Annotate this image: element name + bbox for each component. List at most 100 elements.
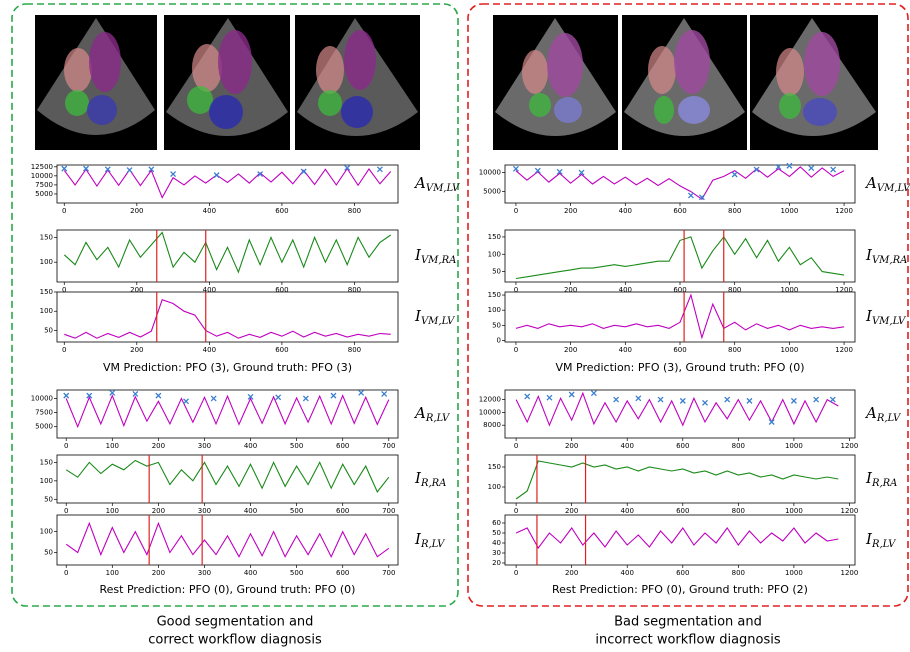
x-tick-label: 500 (290, 507, 303, 515)
x-tick-label: 600 (336, 442, 349, 450)
label-sub: VM,RA (421, 255, 456, 266)
prediction: Rest Prediction: PFO (0), Ground truth: … (100, 583, 356, 596)
x-tick-label: 1000 (785, 569, 803, 577)
x-tick-label: 800 (732, 569, 745, 577)
x-tick-label: 700 (382, 507, 395, 515)
peak-marker (86, 392, 93, 399)
series-label: IVM,LV (414, 307, 456, 327)
x-tick-label: 700 (382, 442, 395, 450)
plot-frame (56, 164, 399, 204)
y-tick-label: 100 (40, 528, 53, 536)
chart: 8000 10000 12000 0 200 400 600 800 1000 1200 AR,LV (479, 389, 902, 450)
label-main: A (864, 174, 877, 192)
panel-caption: Good segmentation and (157, 615, 314, 630)
x-tick-label: 1000 (780, 346, 798, 354)
y-tick-label: 150 (40, 233, 53, 241)
x-tick-label: 800 (348, 346, 361, 354)
x-tick-label: 600 (676, 569, 689, 577)
plot-frame (56, 514, 399, 566)
x-tick-label: 400 (619, 286, 632, 294)
label-sub: R,LV (876, 413, 902, 424)
peak-marker (546, 394, 553, 401)
peak-marker (808, 165, 815, 171)
x-tick-label: 600 (336, 569, 349, 577)
x-tick-label: 0 (64, 507, 68, 515)
peak-marker (148, 166, 155, 173)
chart: 50 100 150 0 200 400 600 800 IVM,LV (40, 288, 456, 354)
x-tick-label: 600 (336, 507, 349, 515)
y-tick-label: 150 (40, 458, 53, 466)
x-tick-label: 600 (673, 346, 686, 354)
y-tick-label: 150 (40, 288, 53, 296)
peak-marker (104, 166, 111, 173)
y-tick-label: 50 (44, 326, 53, 334)
y-tick-label: 10000 (31, 394, 53, 402)
signal-line (64, 298, 391, 339)
chart: 50 100 0 100 200 300 400 500 600 700 IR,LV (40, 514, 446, 577)
peak-marker (213, 172, 220, 179)
label-sub: R,LV (425, 413, 451, 424)
label-main: I (414, 530, 422, 548)
peak-marker (775, 163, 782, 170)
series-label: AR,LV (864, 404, 902, 424)
peak-marker (746, 397, 753, 404)
x-tick-label: 100 (106, 569, 119, 577)
series-label: IVM,RA (865, 246, 907, 266)
y-tick-label: 10000 (479, 169, 501, 177)
x-tick-label: 1200 (841, 442, 859, 450)
y-tick-label: 0 (497, 336, 501, 344)
panel-border (467, 3, 909, 607)
x-tick-label: 200 (564, 346, 577, 354)
x-tick-label: 0 (62, 346, 66, 354)
x-tick-label: 1200 (835, 346, 853, 354)
x-tick-label: 400 (244, 569, 257, 577)
x-tick-label: 0 (64, 569, 68, 577)
y-tick-label: 50 (44, 495, 53, 503)
label-main: I (414, 469, 422, 487)
y-tick-label: 12000 (479, 396, 501, 404)
x-tick-label: 400 (203, 286, 216, 294)
peak-marker (132, 390, 139, 397)
signal-line (515, 460, 839, 500)
x-tick-label: 400 (244, 507, 257, 515)
y-tick-label: 10000 (479, 408, 501, 416)
label-sub: R,RA (420, 478, 446, 489)
x-tick-label: 300 (198, 507, 211, 515)
x-tick-label: 600 (275, 207, 288, 215)
peak-marker (679, 397, 686, 404)
x-tick-label: 400 (244, 442, 257, 450)
x-tick-label: 400 (619, 207, 632, 215)
peak-marker (155, 392, 162, 399)
chart: 50 100 150 0 200 400 600 800 1000 1200 IVM,RA (488, 229, 907, 294)
label-main: I (865, 246, 873, 264)
x-tick-label: 800 (728, 346, 741, 354)
chart: 5000 7500 10000 0 100 200 300 400 500 600 700 AR,LV (31, 389, 451, 450)
peak-marker (829, 396, 836, 403)
x-tick-label: 600 (275, 346, 288, 354)
x-tick-label: 0 (514, 507, 518, 515)
peak-marker (568, 391, 575, 398)
label-sub: VM,LV (421, 316, 456, 327)
peak-marker (724, 396, 731, 403)
plot-frame (504, 164, 856, 204)
x-tick-label: 600 (676, 507, 689, 515)
x-tick-label: 700 (382, 569, 395, 577)
x-tick-label: 800 (732, 507, 745, 515)
x-tick-label: 400 (203, 346, 216, 354)
x-tick-label: 500 (290, 442, 303, 450)
label-main: A (413, 404, 426, 422)
y-tick-label: 5000 (35, 190, 53, 198)
y-tick-label: 5000 (35, 423, 53, 431)
x-tick-label: 200 (130, 346, 143, 354)
y-tick-label: 12500 (31, 163, 53, 171)
x-tick-label: 200 (152, 569, 165, 577)
peak-marker (381, 390, 388, 397)
prediction: VM Prediction: PFO (3), Ground truth: PF… (556, 361, 805, 374)
y-tick-label: 7500 (35, 409, 53, 417)
plot-frame (504, 229, 856, 283)
plot-frame (56, 229, 399, 283)
series-label: AVM,LV (864, 174, 910, 194)
x-tick-label: 0 (62, 207, 66, 215)
label-sub: R,RA (871, 478, 897, 489)
